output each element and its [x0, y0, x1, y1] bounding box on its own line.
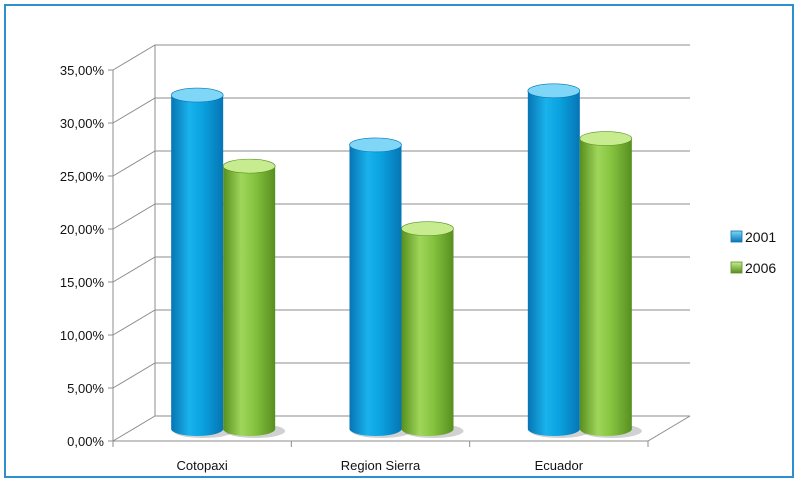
axes — [112, 45, 691, 447]
bar — [579, 131, 642, 438]
y-tick-label: 10,00% — [60, 328, 105, 343]
bar — [170, 87, 234, 438]
legend-swatch — [730, 230, 743, 243]
y-tick-label: 35,00% — [60, 63, 105, 78]
y-tick-label: 15,00% — [60, 275, 105, 290]
legend-label: 2001 — [745, 229, 776, 245]
y-tick-label: 25,00% — [60, 169, 105, 184]
bar — [349, 137, 412, 438]
y-tick-label: 20,00% — [60, 222, 105, 237]
bar — [527, 83, 590, 438]
legend: 2001 2006 — [730, 229, 776, 276]
x-tick-label: Cotopaxi — [177, 458, 228, 473]
y-tick-label: 0,00% — [67, 434, 104, 449]
x-tick-label: Ecuador — [535, 458, 584, 473]
legend-label: 2006 — [745, 260, 776, 276]
legend-swatch — [730, 261, 743, 274]
bar — [222, 158, 286, 438]
axis-labels: 0,00% 5,00% 10,00% 15,00% 20,00% 25,00% 30,00%… — [60, 63, 584, 473]
gridline — [112, 44, 690, 71]
bar — [401, 221, 464, 438]
x-tick-label: Region Sierra — [341, 458, 421, 473]
bars — [170, 83, 642, 438]
y-tick-label: 30,00% — [60, 116, 105, 131]
y-tick-label: 5,00% — [67, 381, 104, 396]
